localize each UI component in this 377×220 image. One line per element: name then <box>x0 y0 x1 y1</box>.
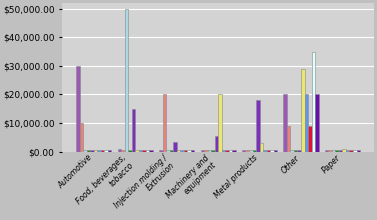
Bar <box>225 150 229 152</box>
Bar <box>177 150 180 152</box>
Bar <box>305 95 308 152</box>
Bar <box>253 150 256 152</box>
Bar <box>180 150 184 152</box>
Bar <box>256 100 259 152</box>
Bar <box>97 150 101 152</box>
Bar <box>142 150 146 152</box>
Bar <box>187 150 191 152</box>
Bar <box>80 123 83 152</box>
Bar <box>173 142 177 152</box>
Bar <box>353 150 357 152</box>
Bar <box>104 150 108 152</box>
Bar <box>121 150 125 152</box>
Bar <box>336 150 339 152</box>
Bar <box>342 149 346 152</box>
Bar <box>94 150 97 152</box>
Bar <box>218 95 222 152</box>
Bar <box>215 136 218 152</box>
Bar <box>346 150 349 152</box>
Bar <box>208 150 211 152</box>
Bar <box>294 150 297 152</box>
Bar <box>118 149 121 152</box>
Bar <box>162 95 166 152</box>
Bar <box>287 126 290 152</box>
Bar <box>166 150 170 152</box>
Bar <box>128 150 132 152</box>
Bar <box>83 150 87 152</box>
Bar <box>149 150 153 152</box>
Bar <box>101 150 104 152</box>
Bar <box>274 150 277 152</box>
Bar <box>259 143 263 152</box>
Bar <box>184 150 187 152</box>
Bar <box>135 150 139 152</box>
Bar <box>249 150 253 152</box>
Bar <box>308 126 311 152</box>
Bar <box>159 150 162 152</box>
Bar <box>222 150 225 152</box>
Bar <box>263 150 267 152</box>
Bar <box>301 69 305 152</box>
Bar <box>201 150 204 152</box>
Bar <box>242 150 245 152</box>
Bar <box>139 150 142 152</box>
Bar <box>146 150 149 152</box>
Bar <box>76 66 80 152</box>
Bar <box>357 150 360 152</box>
Bar <box>232 150 236 152</box>
Bar <box>270 150 274 152</box>
Bar <box>132 109 135 152</box>
Bar <box>245 150 249 152</box>
Bar <box>90 150 94 152</box>
Bar <box>315 95 319 152</box>
Bar <box>191 150 194 152</box>
Bar <box>267 150 270 152</box>
Bar <box>339 150 342 152</box>
Bar <box>297 150 301 152</box>
Bar <box>328 150 332 152</box>
Bar <box>87 150 90 152</box>
Bar <box>170 150 173 152</box>
Bar <box>125 9 128 152</box>
Bar <box>108 150 112 152</box>
Bar <box>204 150 208 152</box>
Bar <box>311 51 315 152</box>
Bar <box>211 150 215 152</box>
Bar <box>325 150 328 152</box>
Bar <box>284 95 287 152</box>
Bar <box>290 150 294 152</box>
Bar <box>349 150 353 152</box>
Bar <box>229 150 232 152</box>
Bar <box>332 150 336 152</box>
